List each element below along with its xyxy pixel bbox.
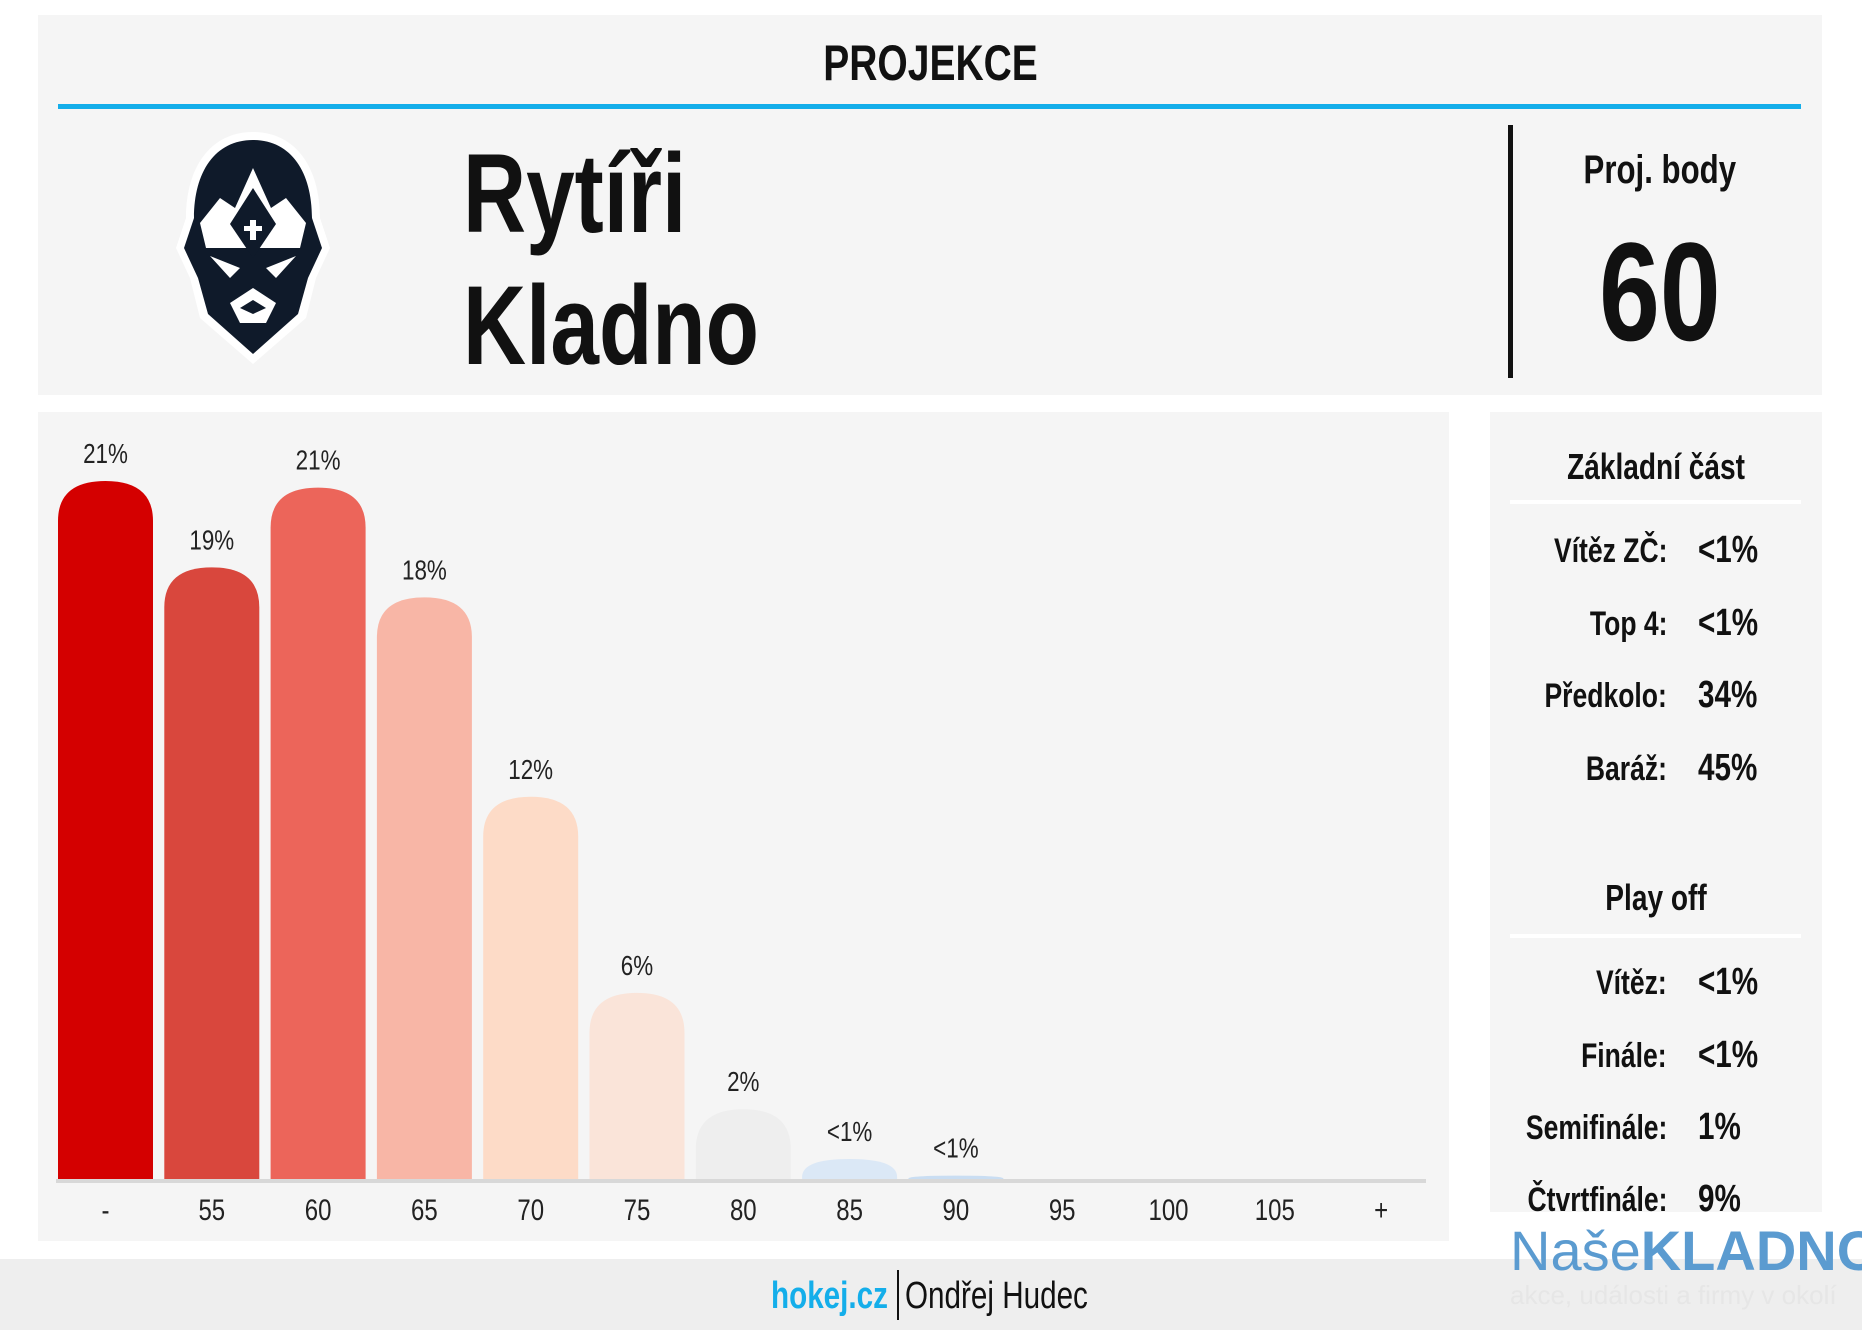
prob-value: 1% [1698,1106,1753,1149]
x-tick-label: 75 [624,1192,651,1226]
prob-value: <1% [1698,1034,1775,1077]
prob-value-text: <1% [1698,1034,1759,1076]
prob-label-text: Finále: [1581,1037,1667,1075]
prob-label-text: Vítěz: [1596,964,1667,1002]
projected-points-label: Proj. body [1510,148,1810,193]
prob-label-text: Vítěz ZČ: [1553,532,1667,570]
x-tick-label: 90 [943,1192,970,1226]
header-panel [38,15,1822,395]
prob-value-text: <1% [1698,529,1759,571]
section-divider [1510,500,1801,504]
regular-season-heading: Základní část [1490,446,1822,488]
playoff-heading: Play off [1490,877,1822,919]
bar [58,481,153,1179]
author-label: Ondřej Hudec [905,1275,1139,1318]
prob-value-text: 34% [1698,674,1758,716]
team-name-line2: Kladno [463,270,843,382]
prob-value-text: 9% [1698,1178,1741,1220]
prob-label: Předkolo: [1467,677,1667,716]
section-divider [1510,934,1801,938]
data-label: <1% [827,1117,872,1148]
prob-value-text: <1% [1698,961,1759,1003]
prob-value: <1% [1698,961,1775,1004]
data-label: 18% [402,555,447,586]
page-title-text: PROJEKCE [823,35,1039,91]
x-tick-label: 65 [411,1192,438,1226]
x-tick-label: 105 [1255,1192,1295,1226]
projected-points-value: 60 [1510,222,1810,362]
prob-label: Semifinále: [1467,1109,1667,1148]
bar [695,1109,791,1179]
bar [589,992,685,1179]
prob-value: 9% [1698,1178,1753,1221]
prob-label-text: Čtvrtfinále: [1527,1181,1667,1219]
data-label: 19% [189,525,234,556]
watermark-brand: NašeKLADNO [1510,1218,1862,1283]
watermark-brand-b: KLADNO [1640,1219,1862,1282]
knight-logo-icon [176,132,330,364]
prob-label: Vítěz: [1467,964,1667,1003]
x-tick-label: 55 [198,1192,225,1226]
x-tick-label: - [102,1192,110,1226]
source-label: hokej.cz [688,1275,888,1318]
team-name-line1: Rytíři [463,138,749,250]
prob-label-text: Top 4: [1589,605,1667,643]
x-tick-label: 60 [305,1192,332,1226]
x-axis-line [56,1179,1426,1183]
vertical-divider [1508,125,1513,378]
data-label: 6% [621,951,653,982]
prob-value-text: <1% [1698,602,1759,644]
accent-divider [58,104,1801,109]
prob-label: Čtvrtfinále: [1467,1181,1667,1220]
page-title: PROJEKCE [0,34,1862,92]
bar [483,796,579,1179]
prob-label-text: Baráž: [1585,750,1667,788]
bar [376,597,472,1179]
playoff-heading-text: Play off [1605,877,1707,918]
regular-season-heading-text: Základní část [1567,446,1745,487]
bar [908,1175,1004,1179]
data-label: 21% [296,445,341,476]
footer-divider [897,1270,899,1320]
x-tick-label: 95 [1049,1192,1076,1226]
prob-value-text: 1% [1698,1106,1741,1148]
data-label: 12% [508,754,553,785]
team-name-line2-text: Kladno [463,263,760,388]
data-label: <1% [933,1133,978,1164]
data-label: 2% [727,1067,759,1098]
bar [802,1159,898,1179]
prob-label: Top 4: [1467,605,1667,644]
prob-value: <1% [1698,602,1775,645]
prob-label: Vítěz ZČ: [1467,532,1667,571]
watermark-tagline: akce, události a firmy v okolí [1510,1280,1837,1310]
x-tick-label: 80 [730,1192,757,1226]
footer [0,1259,1862,1330]
x-tick-label: 85 [836,1192,863,1226]
prob-label: Baráž: [1467,750,1667,789]
projected-points-label-text: Proj. body [1583,148,1737,192]
points-distribution-chart: 21% - 19% 55 21% 60 18% 65 12% 70 6% 75 2% 80 <1% 85 <1%… [56,439,1426,1227]
watermark-brand-a: Naše [1510,1219,1641,1282]
x-tick-label: + [1374,1192,1388,1226]
prob-value-text: 45% [1698,747,1758,789]
prob-value: 45% [1698,747,1774,790]
data-label: 21% [83,439,128,470]
bar [270,487,366,1180]
team-name-line1-text: Rytíři [463,131,687,256]
x-tick-label: 70 [517,1192,544,1226]
probabilities-panel [1490,412,1822,1212]
author-text: Ondřej Hudec [905,1275,1088,1317]
projected-points-value-text: 60 [1599,213,1721,370]
x-tick-label: 100 [1148,1192,1188,1226]
source-text: hokej.cz [771,1275,888,1317]
bar [164,567,260,1179]
prob-label-text: Semifinále: [1525,1109,1667,1147]
prob-label-text: Předkolo: [1544,677,1667,715]
prob-value: <1% [1698,529,1775,572]
prob-label: Finále: [1467,1037,1667,1076]
prob-value: 34% [1698,674,1774,717]
